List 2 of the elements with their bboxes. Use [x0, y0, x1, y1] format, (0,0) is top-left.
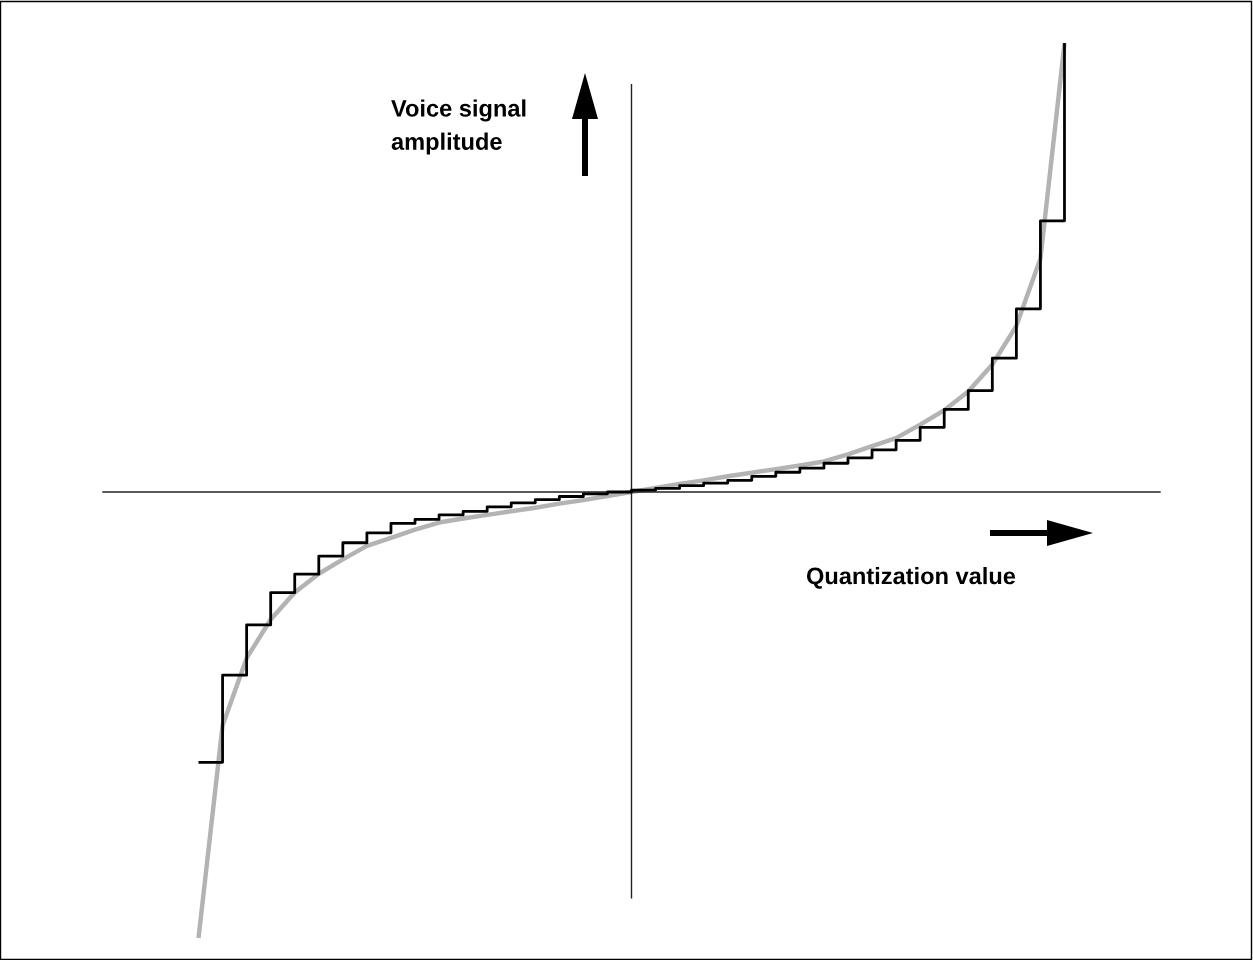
x-axis-title: Quantization value	[806, 566, 1016, 589]
y-axis-title: Voice signal amplitude	[391, 99, 526, 155]
